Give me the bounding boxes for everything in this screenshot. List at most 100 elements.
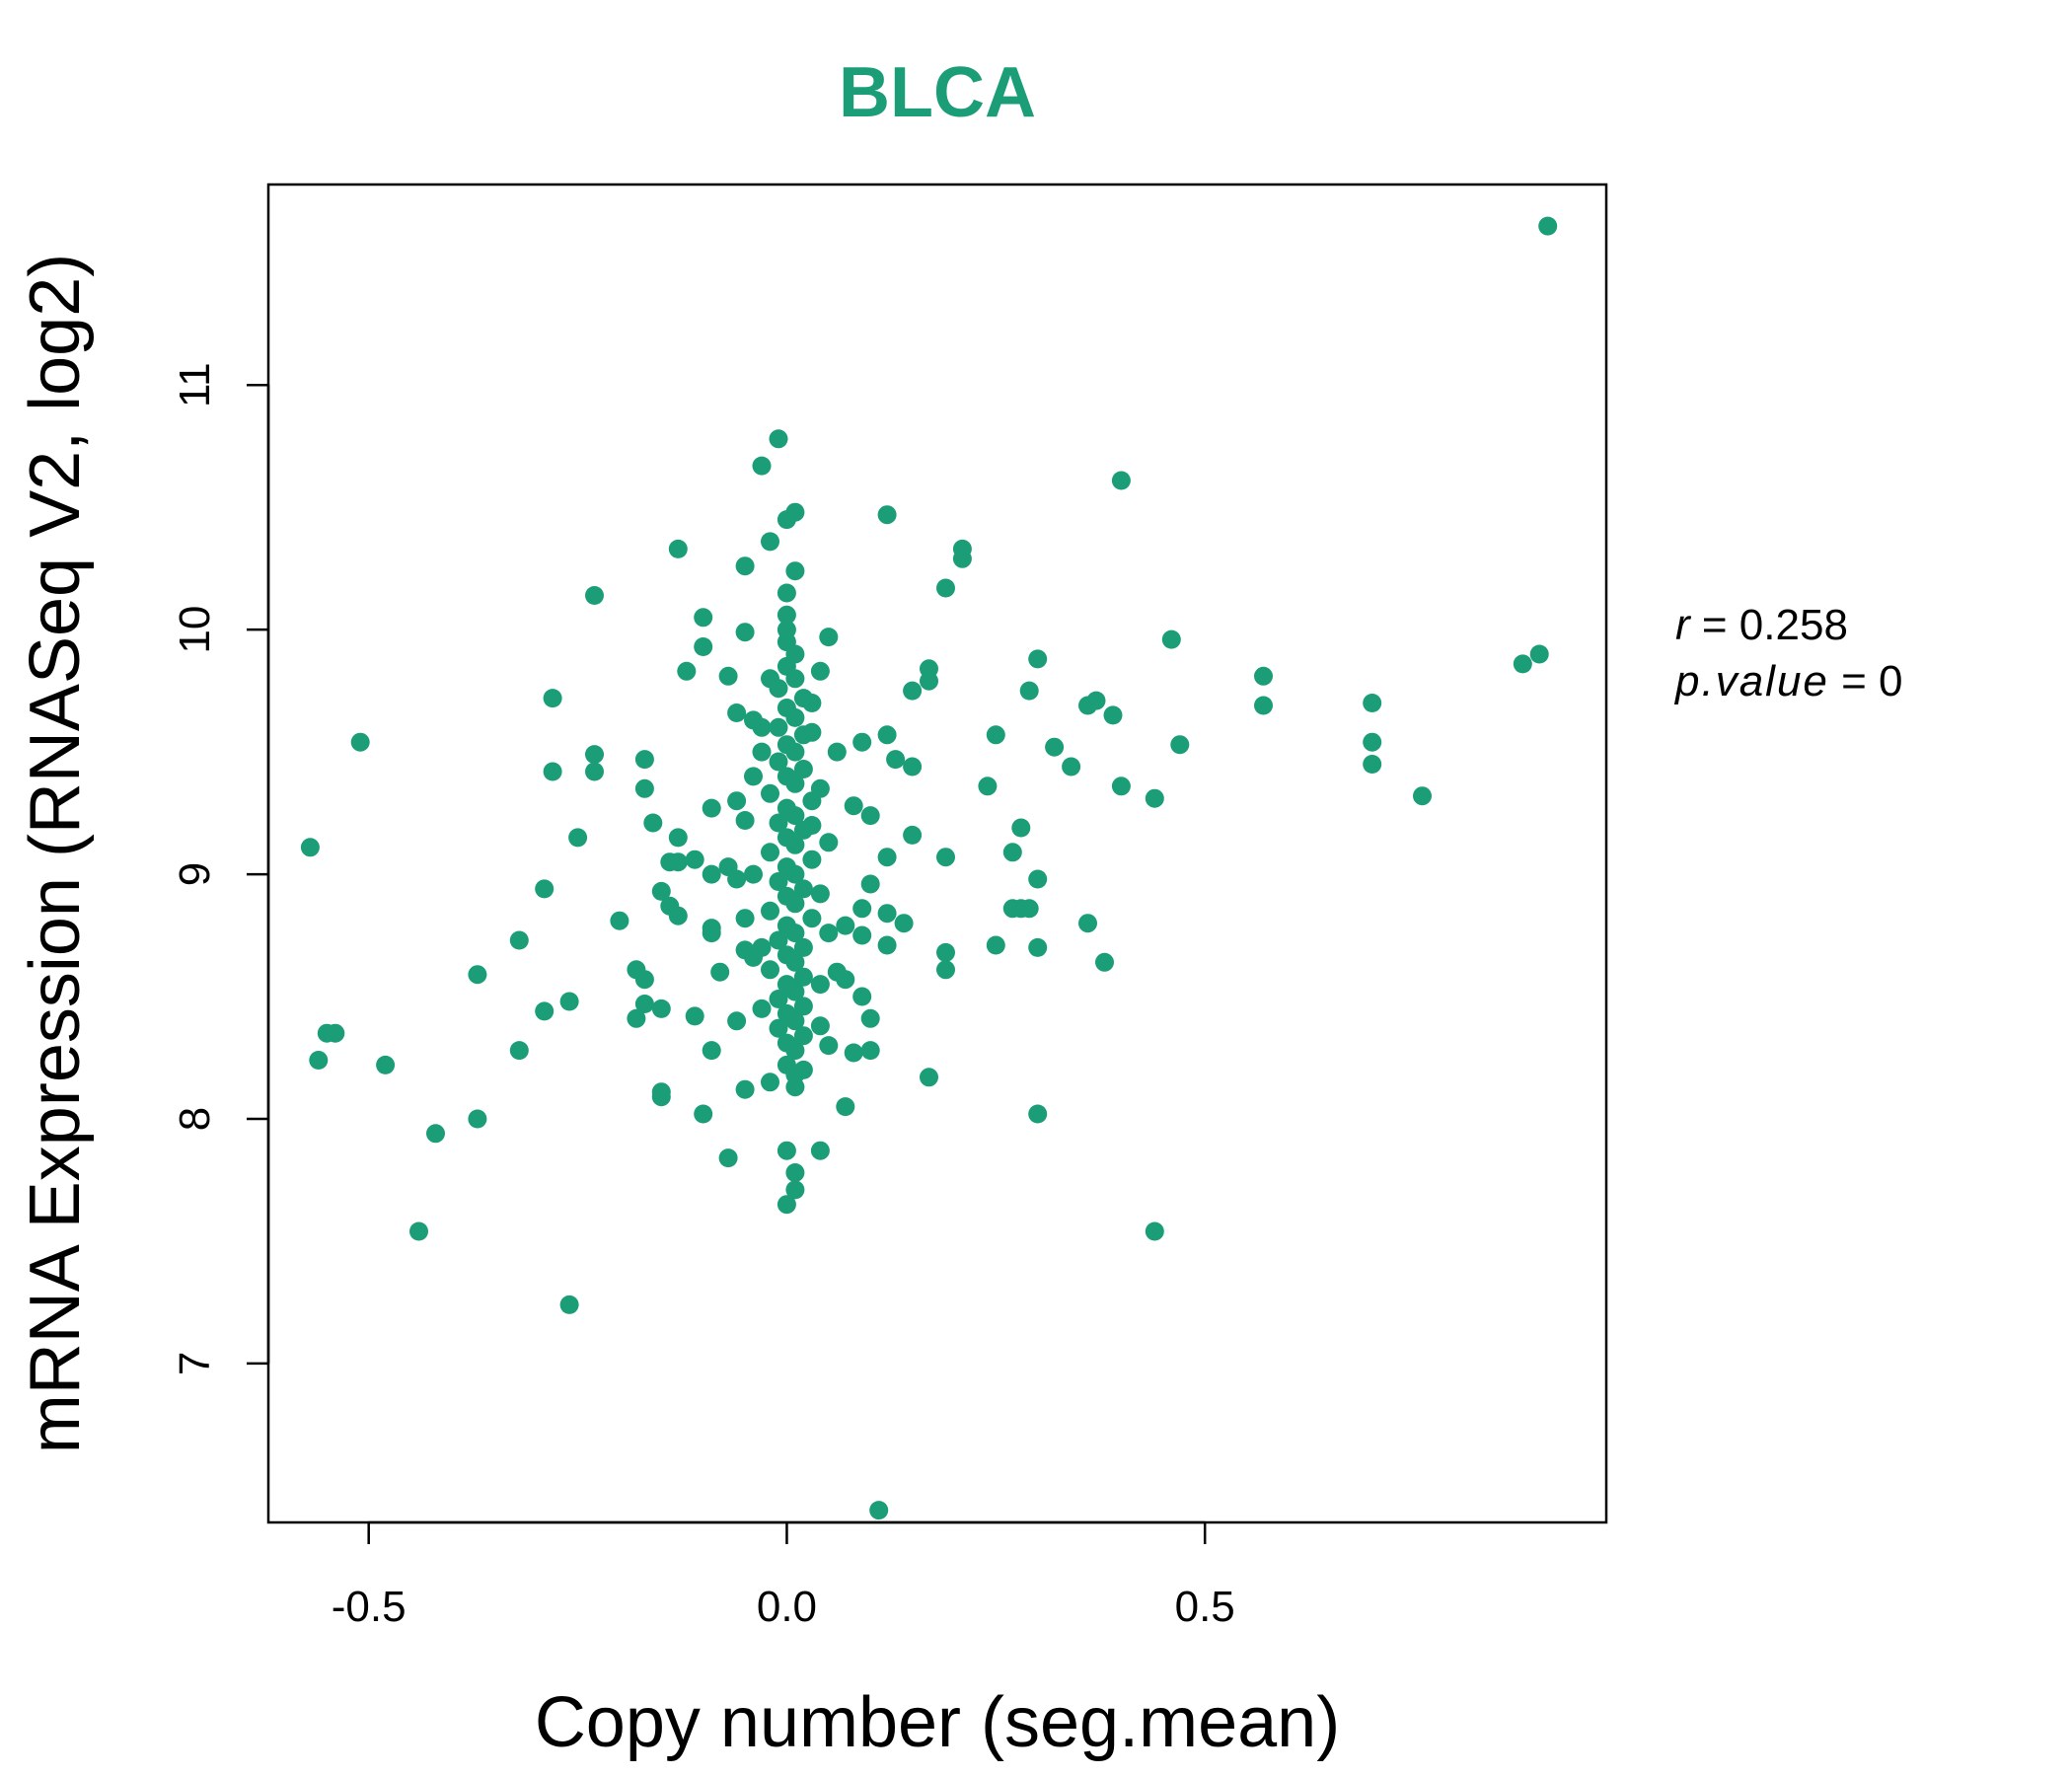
data-point <box>1363 732 1382 752</box>
data-point <box>694 1104 713 1124</box>
data-point <box>752 742 772 762</box>
data-point <box>761 783 779 803</box>
y-tick-label: 9 <box>171 862 219 886</box>
data-point <box>559 1295 579 1314</box>
data-point <box>777 605 796 625</box>
data-point <box>1145 788 1164 808</box>
data-point <box>802 722 822 742</box>
data-point <box>785 864 805 884</box>
data-point <box>426 1124 445 1144</box>
data-point <box>869 1501 889 1520</box>
data-point <box>860 1041 880 1061</box>
data-point <box>877 904 897 924</box>
data-point <box>852 732 872 752</box>
y-tick-label: 10 <box>171 606 219 654</box>
data-point <box>668 906 688 925</box>
data-point <box>568 828 588 848</box>
data-point <box>793 1060 813 1079</box>
data-point <box>793 937 813 957</box>
data-point <box>769 1018 788 1038</box>
data-point <box>585 762 604 781</box>
data-point <box>718 666 738 686</box>
data-point <box>1161 629 1181 649</box>
data-point <box>509 930 529 950</box>
y-axis: 7 8 9 10 11 <box>171 362 270 1375</box>
data-point <box>1538 216 1558 236</box>
p-label: p.value <box>1673 657 1829 705</box>
data-point <box>634 995 654 1013</box>
data-point <box>986 725 1005 745</box>
data-point <box>677 661 697 681</box>
data-point <box>668 539 688 558</box>
data-point <box>785 1011 805 1031</box>
data-point <box>810 1016 830 1036</box>
p-annotation: p.value = 0 <box>1673 657 1903 705</box>
data-point <box>852 987 872 1006</box>
data-point <box>860 806 880 826</box>
data-point <box>752 456 772 476</box>
data-point <box>903 825 923 845</box>
data-point <box>761 669 779 689</box>
data-point <box>761 532 779 552</box>
y-tick-label: 8 <box>171 1107 219 1131</box>
data-point <box>793 997 813 1016</box>
data-point <box>1363 755 1382 774</box>
data-point <box>651 999 671 1018</box>
data-point <box>1028 869 1048 889</box>
data-point <box>559 992 579 1011</box>
data-point <box>1513 654 1532 674</box>
data-point <box>886 750 906 770</box>
data-point <box>668 828 688 848</box>
data-point <box>744 864 763 884</box>
data-point <box>777 1195 796 1215</box>
data-point <box>877 725 897 745</box>
data-point <box>785 669 805 689</box>
data-point <box>627 1008 646 1028</box>
data-point <box>877 505 897 525</box>
data-point <box>936 942 955 962</box>
data-point <box>350 732 370 752</box>
data-point <box>1045 737 1065 757</box>
data-point <box>1028 1104 1048 1124</box>
data-point <box>785 952 805 972</box>
data-point <box>761 1073 779 1092</box>
data-point <box>735 623 755 642</box>
data-point <box>727 1011 747 1031</box>
x-tick-label: 0.0 <box>757 1583 817 1631</box>
data-point <box>785 561 805 581</box>
data-point <box>634 778 654 798</box>
correlation-annotation: r = 0.258 p.value = 0 <box>1673 601 1903 705</box>
data-point <box>702 924 721 943</box>
data-point <box>651 1087 671 1107</box>
data-point <box>309 1051 329 1070</box>
data-point <box>936 960 955 980</box>
data-point <box>710 962 730 982</box>
data-point <box>860 874 880 894</box>
data-point <box>777 510 796 530</box>
data-point <box>836 1097 855 1117</box>
data-point <box>727 869 747 889</box>
data-point <box>769 930 788 950</box>
data-point <box>585 586 604 605</box>
data-point <box>777 583 796 603</box>
data-point <box>1062 757 1081 777</box>
data-point <box>785 806 805 826</box>
data-point <box>793 879 813 899</box>
data-point <box>810 778 830 798</box>
data-point <box>727 703 747 722</box>
data-point <box>1413 786 1432 806</box>
data-point <box>802 909 822 928</box>
data-point <box>1011 818 1031 838</box>
data-point <box>702 798 721 818</box>
y-tick-label: 11 <box>171 362 219 407</box>
data-point <box>852 925 872 945</box>
data-point <box>852 899 872 919</box>
data-point <box>877 848 897 867</box>
data-point <box>735 1079 755 1099</box>
data-point <box>769 717 788 737</box>
data-point <box>376 1055 396 1074</box>
data-point <box>509 1041 529 1061</box>
data-point <box>920 1068 938 1087</box>
data-point <box>1254 666 1273 686</box>
data-point <box>1145 1221 1164 1241</box>
